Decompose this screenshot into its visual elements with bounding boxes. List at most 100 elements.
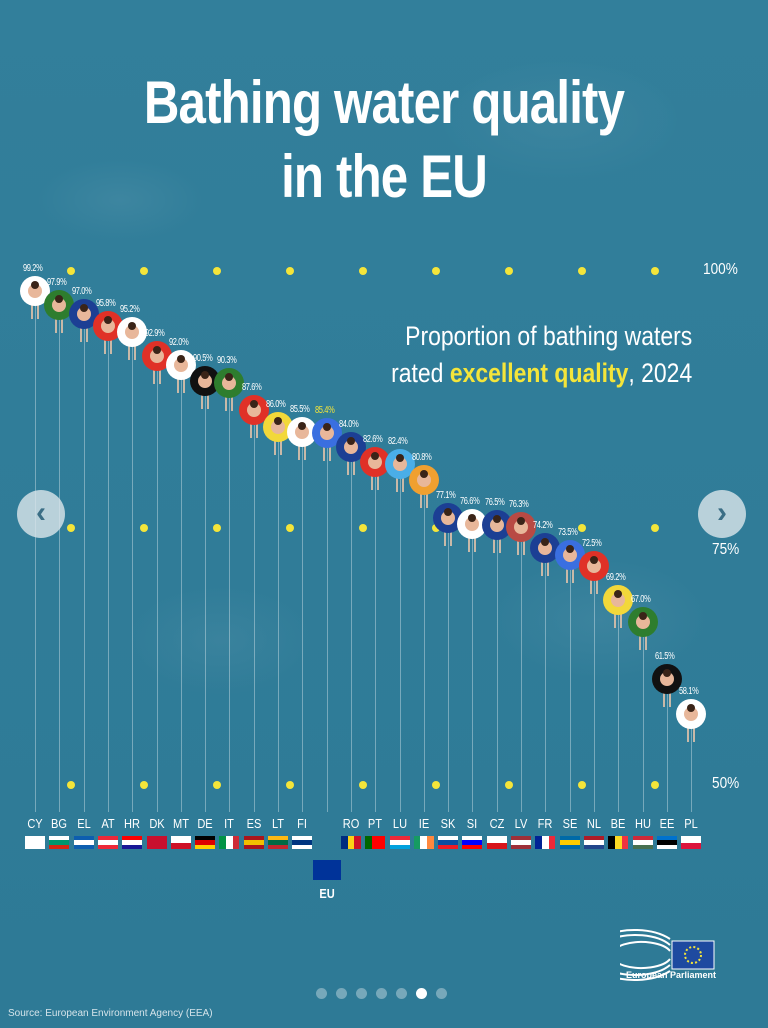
guide-line xyxy=(691,713,693,812)
swim-ring-marker xyxy=(238,395,269,426)
data-label: 69.2% xyxy=(606,571,626,583)
flag-fi xyxy=(292,836,313,849)
flag-stripe xyxy=(438,844,459,849)
data-label: 95.2% xyxy=(120,304,140,316)
swimmer-legs xyxy=(638,634,647,651)
swimmer-legs xyxy=(249,422,258,439)
guide-line xyxy=(569,555,571,812)
grid-dot xyxy=(213,267,221,275)
flag-stripe xyxy=(97,844,118,849)
y-tick-label: 100% xyxy=(703,261,738,278)
flag-stripe xyxy=(681,842,702,849)
flag-stripe xyxy=(632,840,653,845)
flag-stripe xyxy=(122,836,143,841)
swimmer-head xyxy=(176,355,185,364)
swim-ring-marker xyxy=(68,298,99,329)
flag-stripe xyxy=(621,836,629,849)
guide-line xyxy=(642,622,644,812)
subtitle-post: , 2024 xyxy=(628,358,692,388)
country-code: EL xyxy=(76,816,91,831)
title-line-1: Bathing water quality xyxy=(143,69,625,136)
country-code: DE xyxy=(197,816,213,831)
chevron-left-icon: ‹ xyxy=(36,496,46,529)
flag-stripe xyxy=(541,836,549,849)
flag-stripe xyxy=(243,844,264,849)
flag-be xyxy=(608,836,629,849)
data-label: 76.5% xyxy=(484,496,505,508)
flag-stripe xyxy=(268,840,288,845)
guide-line xyxy=(229,382,231,812)
country-code: RO xyxy=(342,816,360,831)
flag-stripe xyxy=(292,840,313,845)
swimmer-legs xyxy=(444,530,453,547)
flag-hr xyxy=(122,836,143,849)
swimmer-legs xyxy=(468,535,477,552)
pagination-dot[interactable] xyxy=(376,988,387,999)
guide-line xyxy=(521,526,522,812)
guide-line xyxy=(496,524,498,812)
prev-slide-button[interactable]: ‹ xyxy=(17,490,65,538)
pagination-dot[interactable] xyxy=(396,988,407,999)
swim-ring-marker xyxy=(433,503,464,534)
guide-line xyxy=(350,447,352,812)
grid-dot xyxy=(432,781,440,789)
swimmer-legs xyxy=(103,338,112,355)
pagination-dot[interactable] xyxy=(416,988,427,999)
flag-stripe xyxy=(232,836,240,849)
data-label: 82.4% xyxy=(387,435,408,447)
flag-stripe xyxy=(511,836,531,841)
pagination-dot[interactable] xyxy=(356,988,367,999)
next-slide-button[interactable]: › xyxy=(698,490,746,538)
swimmer-legs xyxy=(589,577,598,594)
grid-dot xyxy=(505,267,513,275)
pagination-dot[interactable] xyxy=(316,988,327,999)
flag-stripe xyxy=(511,840,531,845)
grid-dot xyxy=(213,781,221,789)
flag-stripe xyxy=(73,840,94,845)
flag-stripe xyxy=(389,840,410,845)
country-code: FR xyxy=(537,816,553,831)
guide-line xyxy=(35,291,36,812)
swim-ring-marker xyxy=(578,550,609,581)
grid-dot xyxy=(140,781,148,789)
swimmer-legs xyxy=(274,438,282,455)
data-label: 97.9% xyxy=(47,276,67,288)
swimmer-legs xyxy=(419,492,428,509)
guide-line xyxy=(107,326,109,812)
data-label: 86.0% xyxy=(266,398,286,410)
swimmer-head xyxy=(589,555,598,564)
country-code: NL xyxy=(586,816,601,831)
guide-line xyxy=(205,380,207,812)
data-label: 76.6% xyxy=(460,495,480,507)
swimmer-legs xyxy=(614,611,623,628)
country-code: MT xyxy=(172,816,189,831)
flag-stripe xyxy=(292,844,313,849)
grid-dot xyxy=(67,781,75,789)
flag-stripe xyxy=(681,836,702,843)
flag-stripe xyxy=(340,836,348,849)
pagination-dot[interactable] xyxy=(336,988,347,999)
flag-stripe xyxy=(656,844,677,849)
data-label: 92.0% xyxy=(168,337,189,349)
flag-es xyxy=(243,836,264,849)
guide-line xyxy=(253,410,255,812)
data-label: 90.3% xyxy=(217,354,237,366)
flag-stripe xyxy=(559,840,580,845)
swimmer-head xyxy=(322,423,331,432)
flag-dk xyxy=(146,836,167,849)
guide-line xyxy=(278,426,279,812)
flag-mt xyxy=(170,836,191,849)
country-code: EU xyxy=(318,886,335,901)
guide-line xyxy=(302,432,304,812)
swimmer-head xyxy=(225,372,234,381)
guide-line xyxy=(472,523,474,812)
pagination-dot[interactable] xyxy=(436,988,447,999)
swimmer-head xyxy=(492,514,501,523)
swimmer-head xyxy=(346,437,355,446)
swimmer-head xyxy=(152,345,161,354)
flag-stripe xyxy=(427,836,434,849)
guide-line xyxy=(83,313,85,812)
flag-si xyxy=(462,836,483,849)
country-code: CY xyxy=(27,816,43,831)
flag-stripe xyxy=(583,844,604,849)
